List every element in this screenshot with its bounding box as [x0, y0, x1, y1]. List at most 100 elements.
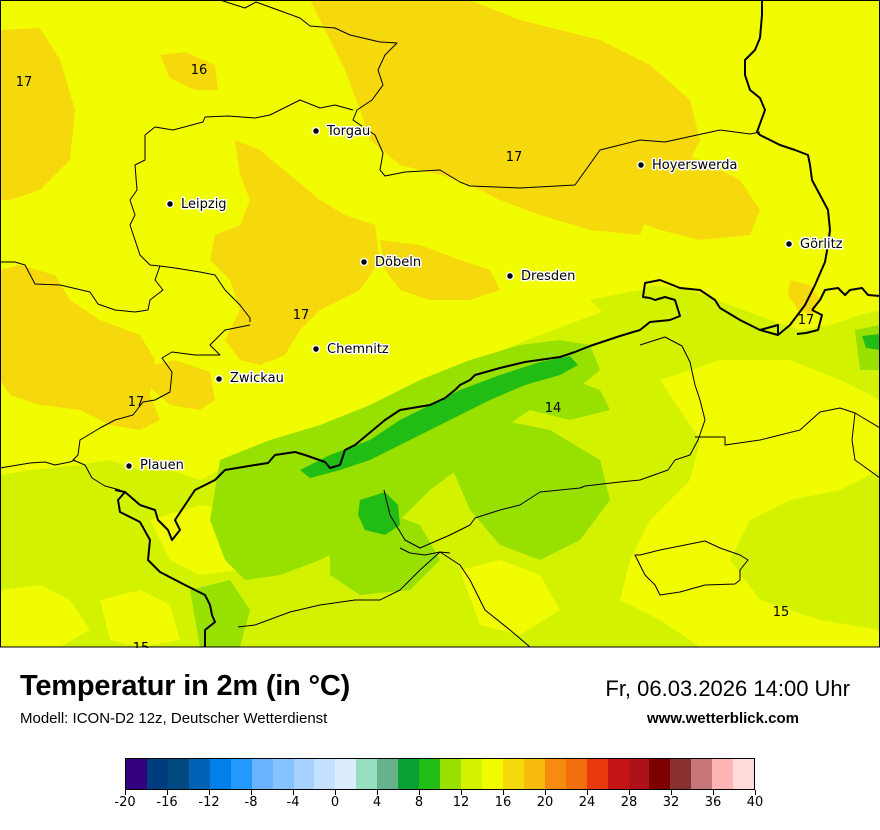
legend-tick	[670, 790, 672, 795]
legend-swatch	[419, 759, 441, 789]
legend-swatch	[670, 759, 692, 789]
legend-tick-label: 8	[414, 795, 424, 810]
legend-tick	[628, 790, 630, 795]
legend-swatch	[126, 759, 147, 789]
legend-tick-label: -20	[114, 795, 136, 810]
legend-tick-label: 32	[662, 795, 680, 810]
forecast-datetime: Fr, 06.03.2026 14:00 Uhr	[605, 676, 850, 701]
city-zwickau[interactable]: Zwickau	[214, 370, 285, 388]
legend-swatch	[544, 759, 566, 789]
legend-tick-label: -12	[198, 795, 220, 810]
city-dot-icon	[124, 461, 134, 471]
legend-tick-label: 20	[536, 795, 554, 810]
temp-field-16-18-south	[0, 360, 880, 647]
city-label: Dresden	[521, 269, 575, 284]
city-torgau[interactable]: Torgau	[311, 123, 372, 141]
isotherm-label: 15	[773, 605, 790, 620]
legend-tick	[376, 790, 378, 795]
legend-tick-label: -16	[156, 795, 178, 810]
city-dresden[interactable]: Dresden	[505, 268, 577, 286]
isotherm-label: 16	[191, 63, 208, 78]
legend-swatch	[586, 759, 608, 789]
city-label: Zwickau	[230, 371, 284, 386]
legend-swatch	[335, 759, 357, 789]
legend-tick	[544, 790, 546, 795]
legend-tick-label: 4	[372, 795, 382, 810]
legend-tick	[208, 790, 210, 795]
legend-tick-label: -4	[286, 795, 300, 810]
legend-swatch	[523, 759, 545, 789]
legend-swatch	[607, 759, 629, 789]
legend-swatch	[733, 759, 755, 789]
city-label: Torgau	[326, 124, 370, 139]
city-doebeln[interactable]: Döbeln	[359, 254, 423, 272]
website-link[interactable]: www.wetterblick.com	[647, 710, 799, 727]
legend-swatch	[230, 759, 252, 789]
legend-swatch	[293, 759, 315, 789]
legend-swatch	[502, 759, 524, 789]
legend-tick-label: -8	[244, 795, 258, 810]
city-dot-icon	[636, 160, 646, 170]
legend-tick	[460, 790, 462, 795]
legend-swatch	[188, 759, 210, 789]
legend-tick	[124, 790, 126, 795]
city-label: Hoyerswerda	[652, 158, 738, 173]
legend-swatch	[167, 759, 189, 789]
isotherm-label: 15	[133, 641, 150, 648]
city-label: Döbeln	[375, 255, 421, 270]
city-chemnitz[interactable]: Chemnitz	[311, 341, 390, 359]
isotherm-label: 17	[293, 308, 310, 323]
legend-swatch	[628, 759, 650, 789]
city-label: Görlitz	[800, 237, 843, 252]
legend-swatch	[377, 759, 399, 789]
city-label: Chemnitz	[327, 342, 389, 357]
city-markers: Torgau Leipzig Döbeln Dresden Hoyerswerd…	[124, 123, 844, 475]
legend-swatch	[481, 759, 503, 789]
legend-swatch	[398, 759, 420, 789]
legend-tick-label: 0	[330, 795, 340, 810]
city-dot-icon	[784, 239, 794, 249]
legend-swatch	[440, 759, 461, 789]
city-dot-icon	[165, 199, 175, 209]
legend-tick	[586, 790, 588, 795]
legend-tick-label: 36	[704, 795, 722, 810]
temp-field-12-14	[190, 325, 880, 647]
legend-swatch	[691, 759, 713, 789]
city-dot-icon	[505, 271, 515, 281]
legend-tick-label: 16	[494, 795, 512, 810]
city-label: Plauen	[140, 458, 184, 473]
city-label: Leipzig	[181, 197, 227, 212]
city-leipzig[interactable]: Leipzig	[165, 196, 228, 214]
legend-tick-label: 28	[620, 795, 638, 810]
chart-title: Temperatur in 2m (in °C)	[20, 670, 351, 702]
city-goerlitz[interactable]: Görlitz	[784, 236, 844, 254]
city-dot-icon	[214, 374, 224, 384]
legend-tick	[166, 790, 168, 795]
legend-swatch	[251, 759, 273, 789]
legend-swatch	[356, 759, 378, 789]
model-subtitle: Modell: ICON-D2 12z, Deutscher Wetterdie…	[20, 710, 328, 727]
legend-tick-label: 12	[452, 795, 470, 810]
city-hoyerswerda[interactable]: Hoyerswerda	[636, 157, 739, 175]
legend-tick-label: 40	[746, 795, 764, 810]
temperature-map: 17 16 17 17 17 17 14 15 15 Torgau Leipzi…	[0, 0, 880, 648]
color-legend-bar	[125, 758, 755, 790]
legend-swatch	[272, 759, 294, 789]
isotherm-label: 17	[128, 395, 145, 410]
state-borders	[0, 0, 880, 647]
color-legend-ticks: -20 -16 -12 -8 -4 0 4 8 12 16 20 24 28 32 36 40	[114, 790, 763, 820]
legend-tick	[502, 790, 504, 795]
isotherm-labels: 17 16 17 17 17 17 14 15 15	[16, 63, 815, 648]
city-dot-icon	[311, 126, 321, 136]
legend-swatch	[314, 759, 336, 789]
temp-field-10-12	[300, 334, 880, 535]
legend-swatch	[209, 759, 231, 789]
legend-tick	[334, 790, 336, 795]
city-plauen[interactable]: Plauen	[124, 457, 185, 475]
legend-swatch	[461, 759, 482, 789]
legend-tick	[250, 790, 252, 795]
city-dot-icon	[311, 344, 321, 354]
legend-tick	[292, 790, 294, 795]
legend-tick	[754, 790, 756, 795]
legend-swatch	[712, 759, 734, 789]
